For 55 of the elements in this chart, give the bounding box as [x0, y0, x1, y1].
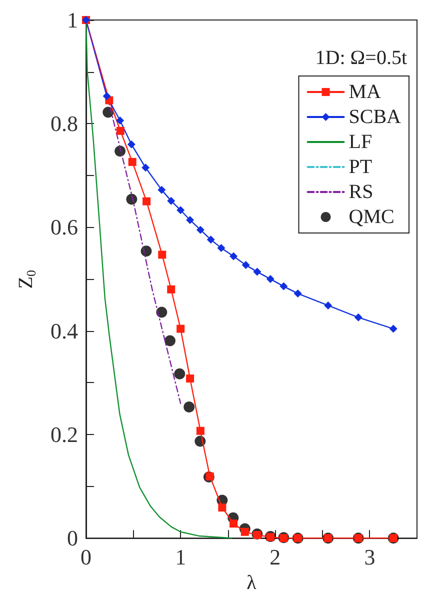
y-tick-label: 0.2: [50, 422, 78, 447]
point: [206, 472, 214, 480]
legend-label: RS: [348, 181, 374, 203]
point: [280, 282, 288, 290]
point: [217, 244, 226, 252]
point: [142, 197, 151, 206]
legend-label: QMC: [348, 206, 394, 228]
point: [116, 116, 124, 125]
y-tick-label: 0.4: [50, 318, 78, 344]
point: [230, 520, 238, 528]
point: [253, 530, 262, 539]
point: [253, 268, 262, 276]
legend-label: SCBA: [348, 106, 402, 128]
point: [176, 324, 185, 333]
point: [158, 186, 166, 194]
point: [164, 335, 176, 346]
point: [116, 126, 124, 135]
point: [158, 250, 166, 259]
point: [324, 301, 332, 310]
point: [127, 140, 136, 148]
y-tick-label: 0: [67, 526, 78, 551]
point: [196, 226, 204, 234]
point: [167, 285, 176, 294]
point: [167, 196, 176, 205]
annotation: 1D: Ω=0.5t: [315, 47, 408, 69]
point: [240, 528, 249, 536]
point: [142, 164, 150, 172]
legend-label: MA: [348, 81, 382, 103]
point: [186, 216, 194, 224]
y-tick-label: 0.8: [50, 111, 78, 136]
point: [389, 324, 398, 333]
point: [196, 426, 204, 435]
y-tick-label: 1: [67, 8, 78, 32]
point: [206, 236, 215, 244]
point: [242, 261, 250, 270]
point: [184, 402, 195, 413]
y-axis-title: Z0: [15, 270, 38, 289]
legend-label: LF: [348, 131, 372, 153]
x-tick-label: 3: [364, 544, 376, 570]
point: [102, 92, 111, 100]
point: [294, 290, 302, 298]
x-tick-label: 1: [175, 544, 186, 570]
legend-label: PT: [348, 156, 372, 178]
x-axis-title: λ: [246, 572, 257, 594]
point: [186, 374, 194, 383]
point: [176, 206, 185, 214]
point: [230, 252, 238, 260]
x-tick-label: 2: [270, 544, 281, 570]
point: [218, 504, 226, 512]
point: [156, 306, 168, 318]
point: [354, 313, 362, 322]
point: [266, 275, 274, 284]
y-tick-label: 0.6: [50, 214, 78, 240]
point: [128, 158, 136, 166]
point: [174, 368, 186, 380]
